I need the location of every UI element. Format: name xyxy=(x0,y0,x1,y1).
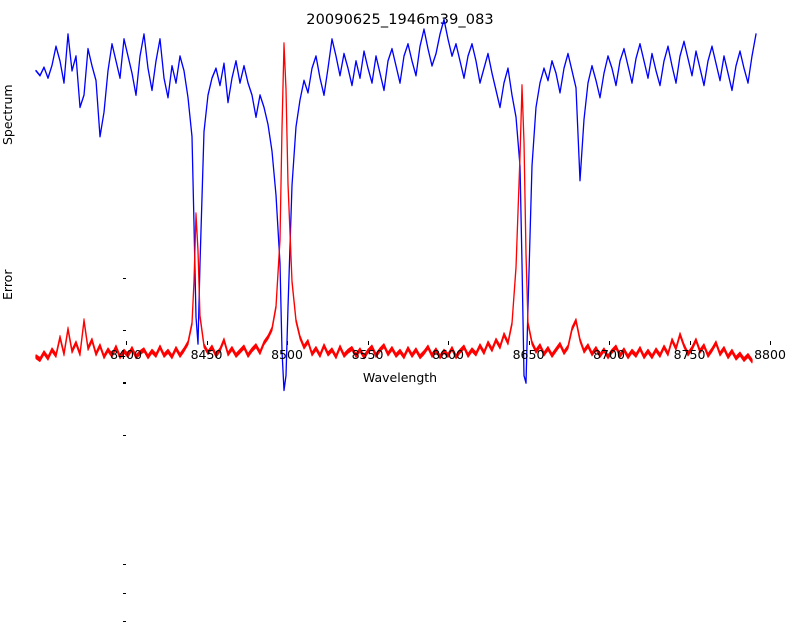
spectrum-panel xyxy=(0,0,757,392)
spectrum-line xyxy=(35,18,757,392)
x-tick-mark xyxy=(689,341,691,345)
x-tick-mark xyxy=(528,341,530,345)
y-tick-mark xyxy=(122,434,126,436)
x-tick-mark xyxy=(126,341,128,345)
y-tick-mark xyxy=(122,564,126,566)
error-plot-area xyxy=(35,42,753,364)
y-tick-mark xyxy=(122,330,126,332)
x-tick-mark xyxy=(287,341,289,345)
x-tick-label: 8450 xyxy=(190,347,223,362)
x-tick-label: 8600 xyxy=(432,347,464,362)
x-tick-mark xyxy=(448,341,450,345)
error-panel xyxy=(0,42,753,364)
y-tick-mark xyxy=(122,592,126,594)
x-tick-label: 8700 xyxy=(593,347,625,362)
y-tick-mark xyxy=(122,382,126,384)
x-tick-label: 8400 xyxy=(110,347,142,362)
plot-title: 20090625_1946m39_083 xyxy=(306,12,494,28)
x-tick-mark xyxy=(770,341,772,345)
x-axis-ticks: 8400 8450 8500 8550 8600 8650 8700 8750 8800 xyxy=(110,341,786,365)
x-tick-label: 8500 xyxy=(271,347,303,362)
x-tick-label: 8800 xyxy=(754,347,786,362)
y-tick-mark xyxy=(122,621,126,623)
x-tick-mark xyxy=(609,341,611,345)
wavelength-axis-title: Wavelength xyxy=(362,370,438,385)
y-tick-mark xyxy=(122,278,126,280)
error-axis-title: Error xyxy=(0,269,15,300)
x-tick-mark xyxy=(206,341,208,345)
x-tick-label: 8550 xyxy=(351,347,384,362)
spectrum-plot-area xyxy=(35,18,757,392)
spectrum-axis-title: Spectrum xyxy=(0,84,15,145)
x-tick-label: 8750 xyxy=(673,347,706,362)
error-line xyxy=(35,42,753,364)
x-tick-mark xyxy=(367,341,369,345)
x-tick-label: 8650 xyxy=(512,347,545,362)
figure-canvas: 20090625_1946m39_083 0.40.60.81.0 0.030.… xyxy=(0,0,786,623)
